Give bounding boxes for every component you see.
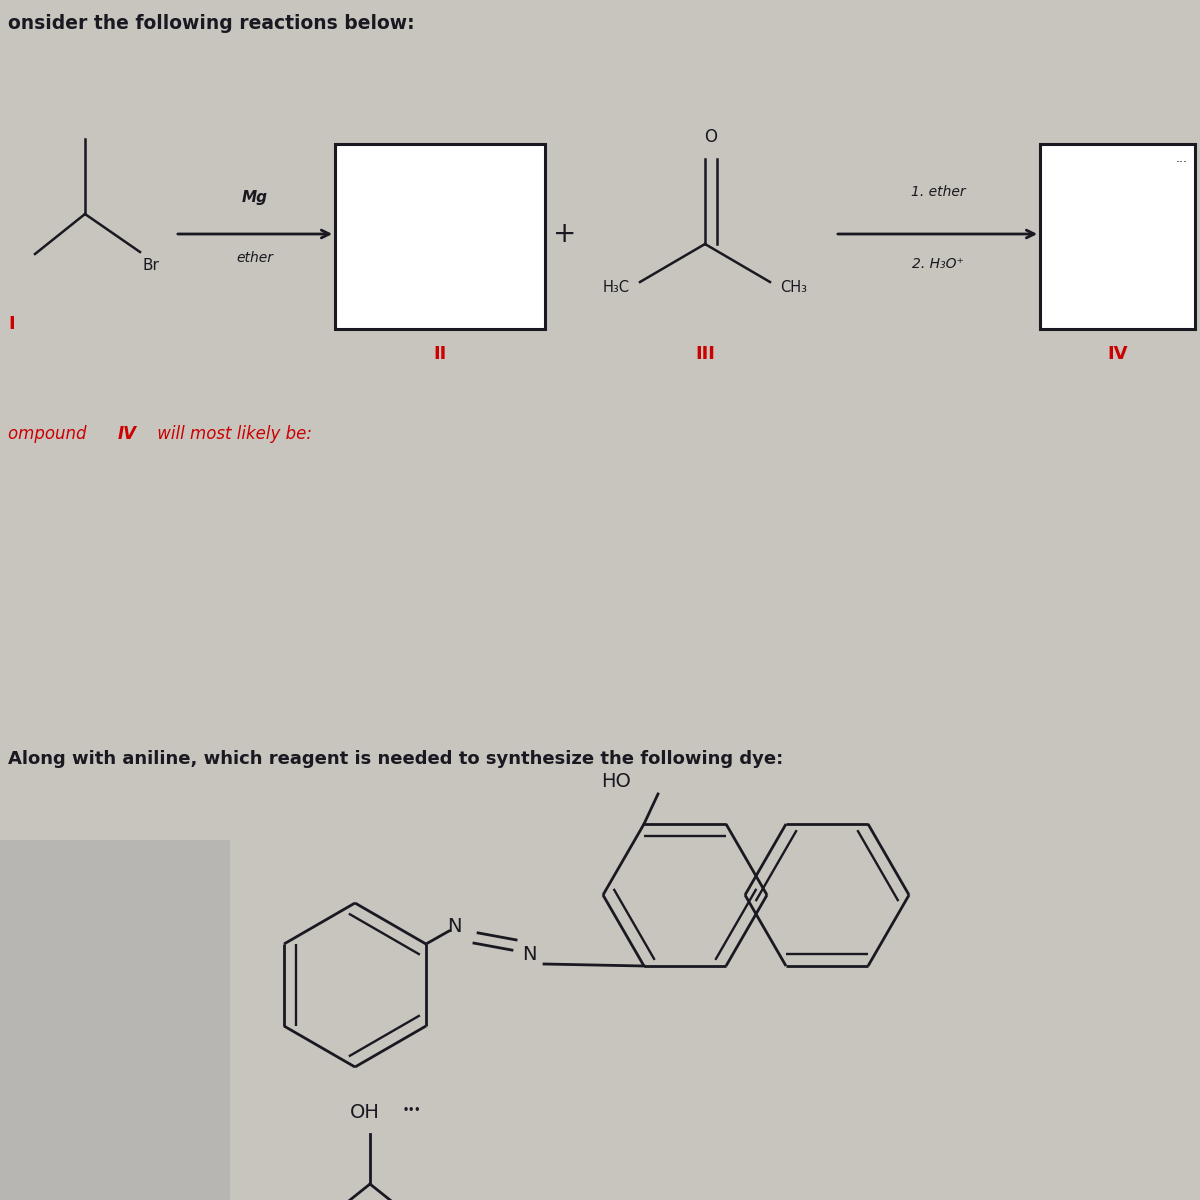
Text: N: N <box>522 944 536 964</box>
Text: Mg: Mg <box>242 190 268 205</box>
Text: ...: ... <box>1176 152 1188 164</box>
Text: III: III <box>695 346 715 362</box>
Text: O: O <box>704 128 718 146</box>
Text: will most likely be:: will most likely be: <box>152 425 312 443</box>
Text: CH₃: CH₃ <box>780 281 808 295</box>
Text: I: I <box>8 314 14 332</box>
Text: 2. H₃O⁺: 2. H₃O⁺ <box>912 257 964 271</box>
Text: +: + <box>553 220 577 248</box>
Text: HO: HO <box>601 773 631 792</box>
Text: ompound: ompound <box>8 425 91 443</box>
Text: •••: ••• <box>403 1105 421 1115</box>
Bar <box>0 840 230 1200</box>
Text: H₃C: H₃C <box>604 281 630 295</box>
Text: Along with aniline, which reagent is needed to synthesize the following dye:: Along with aniline, which reagent is nee… <box>8 750 784 768</box>
Text: ether: ether <box>236 251 274 265</box>
Text: Br: Br <box>143 258 160 272</box>
Bar <box>335 144 545 329</box>
Text: OH: OH <box>350 1103 380 1122</box>
Text: onsider the following reactions below:: onsider the following reactions below: <box>8 14 415 32</box>
Bar <box>1040 144 1195 329</box>
Text: IV: IV <box>118 425 137 443</box>
Text: 1. ether: 1. ether <box>911 185 965 199</box>
Text: IV: IV <box>1108 346 1128 362</box>
Text: II: II <box>433 346 446 362</box>
Text: N: N <box>446 917 461 936</box>
